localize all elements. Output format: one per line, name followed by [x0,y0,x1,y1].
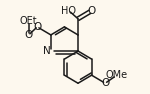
Text: O: O [25,30,33,40]
Text: N: N [43,46,51,56]
Text: HO: HO [61,6,76,16]
Text: O: O [33,22,41,32]
Text: OMe: OMe [106,70,128,80]
Text: OEt: OEt [20,16,38,26]
Text: O: O [87,6,96,16]
Text: O: O [101,78,109,88]
